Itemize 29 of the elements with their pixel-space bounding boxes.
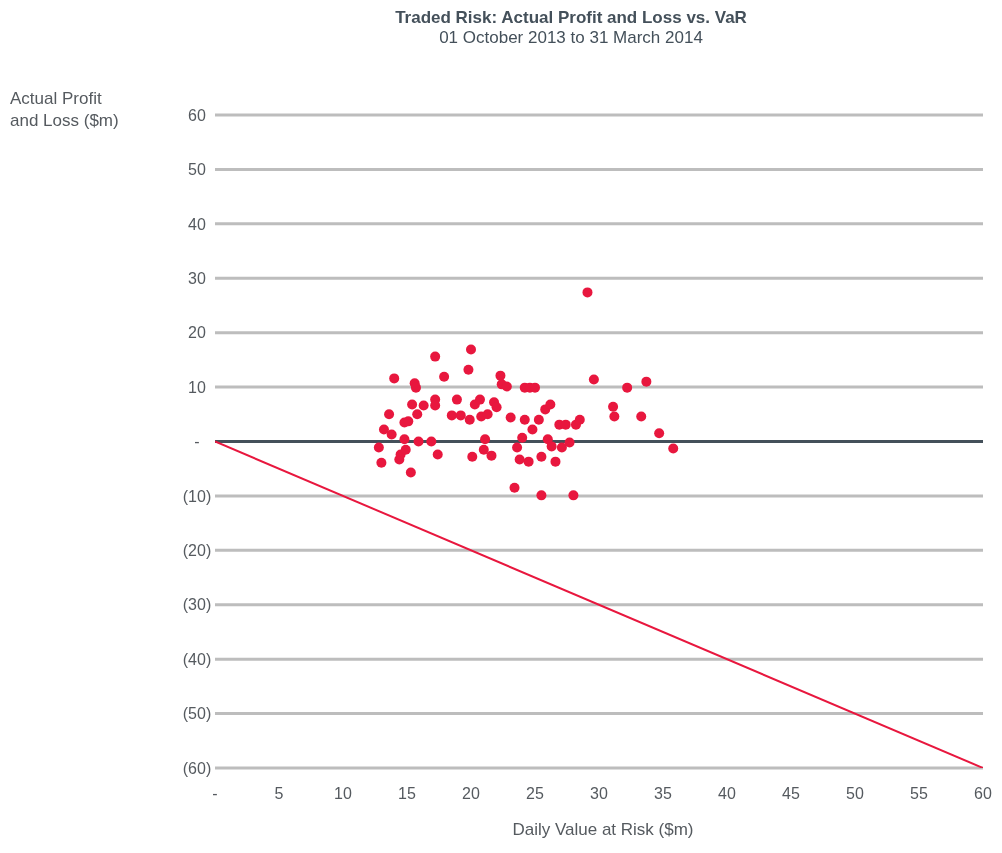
x-axis-title: Daily Value at Risk ($m) — [511, 820, 695, 840]
y-tick-label: (60) — [182, 759, 212, 777]
x-tick-label: 45 — [782, 785, 800, 803]
y-tick-label: 40 — [188, 215, 206, 233]
x-tick-label: 40 — [718, 785, 736, 803]
y-axis-title: Actual Profit and Loss ($m) — [10, 88, 120, 132]
x-tick-label: 30 — [590, 785, 608, 803]
y-tick-label: 30 — [188, 269, 206, 287]
x-tick-label: 35 — [654, 785, 672, 803]
y-tick-label: 60 — [188, 106, 206, 124]
y-tick-label: (10) — [182, 487, 212, 505]
x-tick-label: 10 — [334, 785, 352, 803]
y-tick-label: (50) — [182, 705, 212, 723]
chart-subtitle: 01 October 2013 to 31 March 2014 — [438, 28, 704, 48]
x-tick-label: 5 — [274, 785, 284, 803]
x-tick-label: 25 — [526, 785, 544, 803]
y-tick-label: (20) — [182, 542, 212, 560]
y-tick-label: (30) — [182, 596, 212, 614]
x-tick-label: 55 — [910, 785, 928, 803]
y-tick-label: 50 — [188, 161, 206, 179]
y-tick-label: - — [194, 433, 200, 451]
y-tick-label: (40) — [182, 650, 212, 668]
y-tick-label: 20 — [188, 324, 206, 342]
y-tick-label: 10 — [188, 378, 206, 396]
chart-title: Traded Risk: Actual Profit and Loss vs. VaR — [394, 8, 748, 28]
x-tick-label: 50 — [846, 785, 864, 803]
x-tick-label: 20 — [462, 785, 480, 803]
x-tick-label: 15 — [398, 785, 416, 803]
x-tick-label: 60 — [974, 785, 992, 803]
